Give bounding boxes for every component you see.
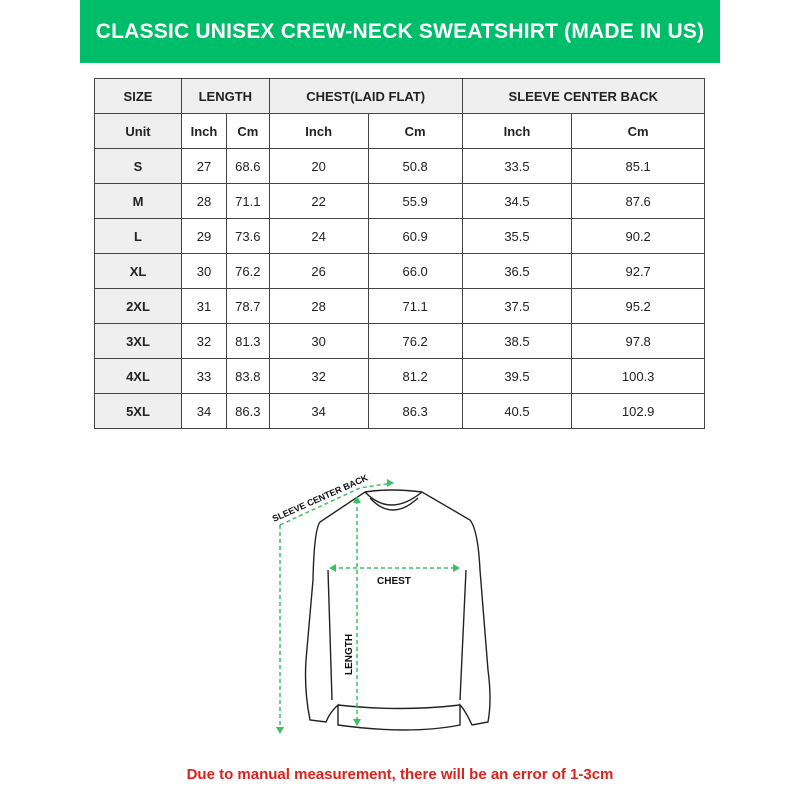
chest-label: CHEST xyxy=(377,576,411,587)
value-cell: 92.7 xyxy=(571,253,705,289)
value-cell: 55.9 xyxy=(367,183,463,219)
size-table: SIZE LENGTH CHEST(LAID FLAT) SLEEVE CENT… xyxy=(94,78,706,429)
value-cell: 28 xyxy=(268,288,369,324)
value-cell: 102.9 xyxy=(571,393,705,429)
value-cell: 60.9 xyxy=(367,218,463,254)
value-cell: 66.0 xyxy=(367,253,463,289)
value-cell: 24 xyxy=(268,218,369,254)
value-cell: 76.2 xyxy=(367,323,463,359)
value-cell: 32 xyxy=(181,323,227,359)
value-cell: 27 xyxy=(181,148,227,184)
length-label: LENGTH xyxy=(344,634,355,675)
table-row: 3XL 32 81.3 30 76.2 38.5 97.8 xyxy=(94,323,705,359)
unit-cell: Inch xyxy=(268,113,369,149)
value-cell: 73.6 xyxy=(225,218,270,254)
value-cell: 39.5 xyxy=(461,358,573,394)
value-cell: 38.5 xyxy=(461,323,573,359)
measurement-note: Due to manual measurement, there will be… xyxy=(186,766,614,783)
value-cell: 83.8 xyxy=(225,358,270,394)
table-row: L 29 73.6 24 60.9 35.5 90.2 xyxy=(94,218,705,254)
value-cell: 20 xyxy=(268,148,369,184)
unit-cell: Cm xyxy=(571,113,705,149)
table-row: XL 30 76.2 26 66.0 36.5 92.7 xyxy=(94,253,705,289)
value-cell: 36.5 xyxy=(461,253,573,289)
value-cell: 33 xyxy=(181,358,227,394)
unit-cell: Inch xyxy=(181,113,227,149)
unit-cell: Cm xyxy=(225,113,270,149)
header-sleeve: SLEEVE CENTER BACK xyxy=(461,78,706,114)
value-cell: 31 xyxy=(181,288,227,324)
value-cell: 33.5 xyxy=(461,148,573,184)
value-cell: 40.5 xyxy=(461,393,573,429)
value-cell: 32 xyxy=(268,358,369,394)
value-cell: 100.3 xyxy=(571,358,705,394)
value-cell: 85.1 xyxy=(571,148,705,184)
value-cell: 30 xyxy=(268,323,369,359)
header-length: LENGTH xyxy=(181,78,270,114)
title-banner: CLASSIC UNISEX CREW-NECK SWEATSHIRT (MAD… xyxy=(80,0,720,63)
table-row: M 28 71.1 22 55.9 34.5 87.6 xyxy=(94,183,705,219)
value-cell: 71.1 xyxy=(225,183,270,219)
size-cell: XL xyxy=(94,253,182,289)
value-cell: 22 xyxy=(268,183,369,219)
value-cell: 68.6 xyxy=(225,148,270,184)
value-cell: 30 xyxy=(181,253,227,289)
value-cell: 35.5 xyxy=(461,218,573,254)
measurement-arrows xyxy=(279,482,457,730)
unit-cell: Inch xyxy=(461,113,573,149)
title: CLASSIC UNISEX CREW-NECK SWEATSHIRT (MAD… xyxy=(95,19,705,43)
value-cell: 86.3 xyxy=(225,393,270,429)
value-cell: 34.5 xyxy=(461,183,573,219)
value-cell: 34 xyxy=(181,393,227,429)
value-cell: 50.8 xyxy=(367,148,463,184)
value-cell: 26 xyxy=(268,253,369,289)
table-row: 2XL 31 78.7 28 71.1 37.5 95.2 xyxy=(94,288,705,324)
value-cell: 97.8 xyxy=(571,323,705,359)
size-cell: L xyxy=(94,218,182,254)
value-cell: 71.1 xyxy=(367,288,463,324)
value-cell: 78.7 xyxy=(225,288,270,324)
sweatshirt-diagram: SLEEVE CENTER BACK CHEST LENGTH xyxy=(271,472,491,734)
unit-row: Unit Inch Cm Inch Cm Inch Cm xyxy=(94,113,705,149)
value-cell: 87.6 xyxy=(571,183,705,219)
header-row: SIZE LENGTH CHEST(LAID FLAT) SLEEVE CENT… xyxy=(94,78,706,114)
value-cell: 90.2 xyxy=(571,218,705,254)
table-row: 4XL 33 83.8 32 81.2 39.5 100.3 xyxy=(94,358,705,394)
value-cell: 37.5 xyxy=(461,288,573,324)
size-cell: S xyxy=(94,148,182,184)
value-cell: 81.3 xyxy=(225,323,270,359)
table-row: 5XL 34 86.3 34 86.3 40.5 102.9 xyxy=(94,393,705,429)
header-size: SIZE xyxy=(94,78,182,114)
value-cell: 34 xyxy=(268,393,369,429)
value-cell: 29 xyxy=(181,218,227,254)
size-cell: M xyxy=(94,183,182,219)
size-cell: 2XL xyxy=(94,288,182,324)
value-cell: 28 xyxy=(181,183,227,219)
size-cell: 3XL xyxy=(94,323,182,359)
unit-cell: Cm xyxy=(367,113,463,149)
value-cell: 86.3 xyxy=(367,393,463,429)
header-chest: CHEST(LAID FLAT) xyxy=(268,78,463,114)
value-cell: 76.2 xyxy=(225,253,270,289)
arrowheads xyxy=(276,479,460,734)
value-cell: 81.2 xyxy=(367,358,463,394)
unit-cell: Unit xyxy=(94,113,182,149)
sweatshirt-outline xyxy=(304,489,491,731)
size-cell: 5XL xyxy=(94,393,182,429)
value-cell: 95.2 xyxy=(571,288,705,324)
size-cell: 4XL xyxy=(94,358,182,394)
table-row: S 27 68.6 20 50.8 33.5 85.1 xyxy=(94,148,705,184)
